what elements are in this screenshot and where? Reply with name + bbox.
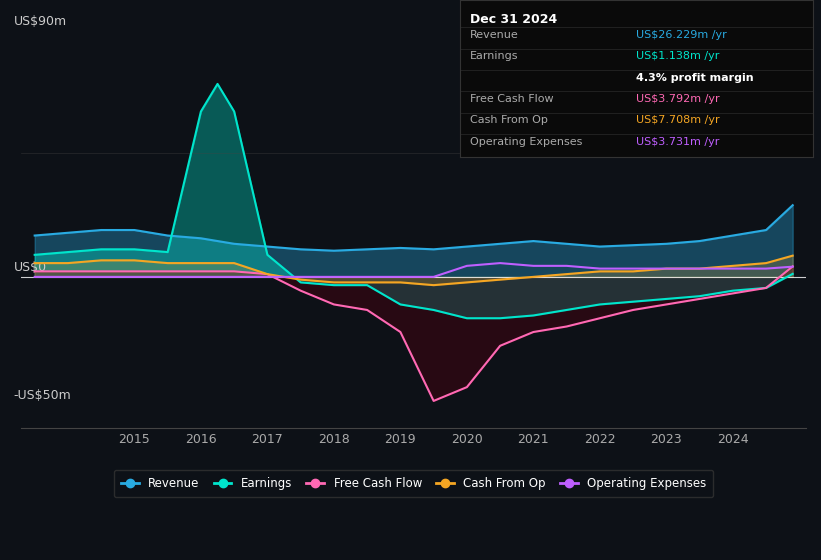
Text: Cash From Op: Cash From Op <box>470 115 548 125</box>
Text: Operating Expenses: Operating Expenses <box>470 137 583 147</box>
Text: Dec 31 2024: Dec 31 2024 <box>470 12 557 26</box>
Text: US$3.731m /yr: US$3.731m /yr <box>636 137 720 147</box>
Text: US$1.138m /yr: US$1.138m /yr <box>636 51 720 61</box>
Text: US$3.792m /yr: US$3.792m /yr <box>636 94 720 104</box>
Text: -US$50m: -US$50m <box>13 389 71 402</box>
Text: Free Cash Flow: Free Cash Flow <box>470 94 554 104</box>
Text: Earnings: Earnings <box>470 51 519 61</box>
Text: 4.3% profit margin: 4.3% profit margin <box>636 72 754 82</box>
Legend: Revenue, Earnings, Free Cash Flow, Cash From Op, Operating Expenses: Revenue, Earnings, Free Cash Flow, Cash … <box>114 470 713 497</box>
Text: US$90m: US$90m <box>13 15 67 28</box>
Text: Revenue: Revenue <box>470 30 519 40</box>
Text: US$26.229m /yr: US$26.229m /yr <box>636 30 727 40</box>
Text: US$0: US$0 <box>13 261 47 274</box>
Text: US$7.708m /yr: US$7.708m /yr <box>636 115 720 125</box>
